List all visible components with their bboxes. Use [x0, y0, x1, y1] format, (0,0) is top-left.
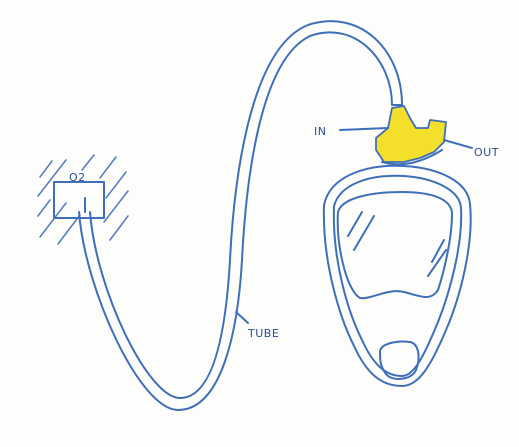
- oxygen-source-label: O2: [69, 171, 86, 184]
- oxygen-source: O2: [53, 171, 105, 219]
- mask-inner-shell: [332, 174, 463, 377]
- mask-chin-cup: [379, 340, 420, 380]
- inlet-label: IN: [314, 125, 326, 138]
- tube-outer-line: [78, 31, 393, 411]
- oxygen-tube: [78, 20, 403, 411]
- window-glare-4: [427, 249, 447, 277]
- tube-leader-line: [235, 311, 249, 324]
- tube-inner-line: [89, 20, 403, 399]
- valve-body: [375, 105, 447, 163]
- window-glare-3: [431, 239, 445, 263]
- window-glare-1: [347, 211, 363, 237]
- face-mask: [322, 164, 472, 387]
- valve-base-line: [381, 149, 443, 166]
- inlet-annotation: IN: [314, 125, 389, 138]
- mask-window: [336, 191, 453, 300]
- inlet-leader-line: [339, 127, 389, 131]
- outlet-annotation: OUT: [443, 139, 499, 159]
- tube-annotation: TUBE: [235, 311, 279, 340]
- outlet-label: OUT: [474, 146, 499, 159]
- wall-hatching: [37, 154, 129, 245]
- tube-label: TUBE: [247, 327, 279, 340]
- outlet-leader-line: [443, 139, 473, 149]
- valve: [375, 105, 447, 166]
- mask-outer-shell: [322, 164, 472, 387]
- window-glare-2: [353, 215, 375, 251]
